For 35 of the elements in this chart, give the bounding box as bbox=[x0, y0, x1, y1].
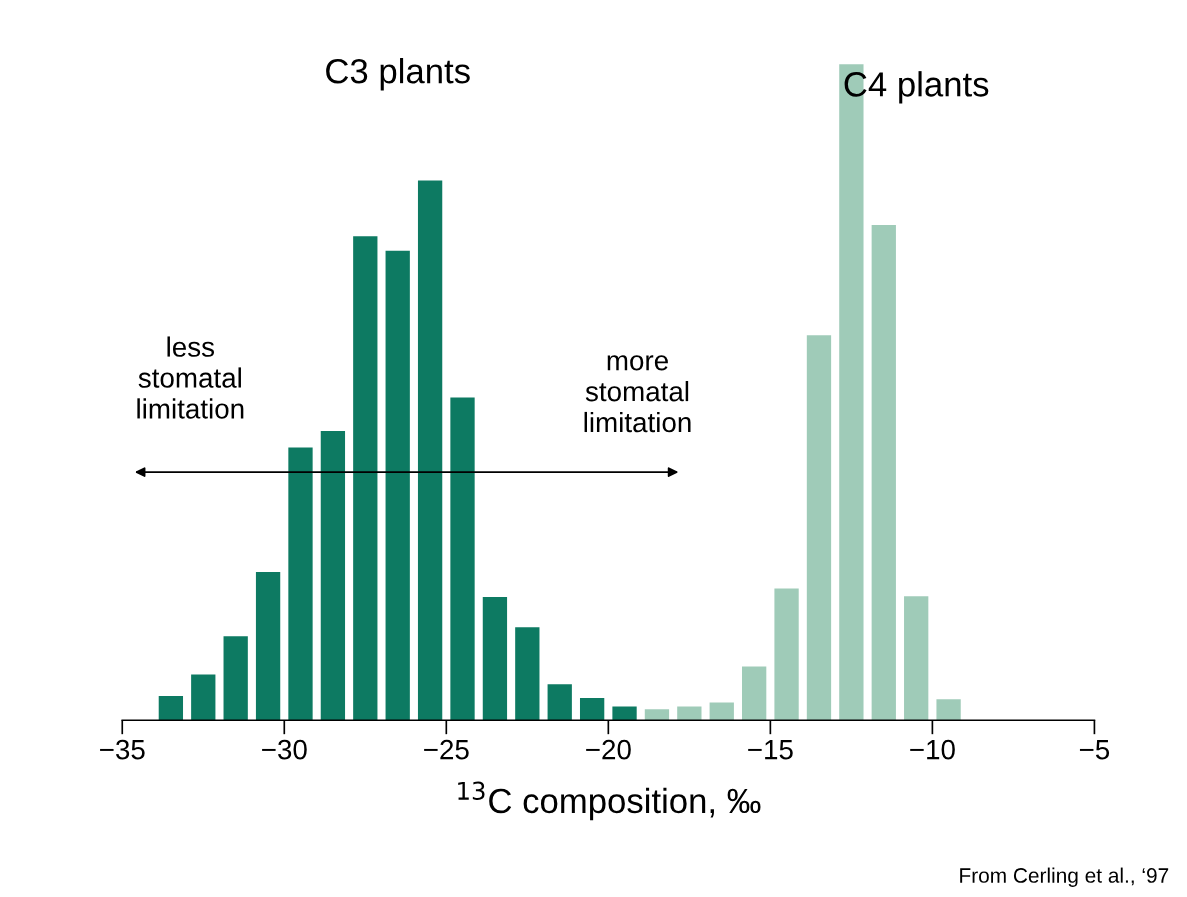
bar bbox=[579, 697, 605, 721]
bar bbox=[612, 706, 637, 721]
bar bbox=[353, 236, 378, 721]
x-tick-label: −25 bbox=[424, 739, 469, 760]
bar bbox=[774, 588, 799, 721]
bar bbox=[191, 674, 216, 721]
x-tick-label: −35 bbox=[100, 739, 145, 760]
bar bbox=[515, 627, 540, 721]
bar bbox=[677, 706, 702, 721]
bar bbox=[223, 636, 248, 721]
bar bbox=[806, 335, 832, 721]
bar bbox=[936, 699, 961, 721]
bar bbox=[288, 447, 313, 721]
bar bbox=[904, 596, 929, 721]
bar bbox=[482, 596, 508, 721]
x-tick-label: −15 bbox=[748, 740, 793, 760]
bar bbox=[742, 666, 767, 721]
x-tick-label: −20 bbox=[586, 739, 631, 760]
x-tick-label: −5 bbox=[1079, 740, 1110, 760]
x-axis-title: $^{13}$C composition, ‰ bbox=[458, 781, 761, 821]
x-tick-label: −30 bbox=[262, 739, 307, 760]
bar bbox=[547, 684, 572, 721]
bar bbox=[871, 225, 896, 721]
bar bbox=[255, 572, 281, 721]
annotation: less stomatal limitation bbox=[137, 336, 244, 419]
bar bbox=[417, 180, 443, 721]
annotation: more stomatal limitation bbox=[584, 355, 691, 433]
series-label: C4 plants bbox=[844, 71, 989, 104]
text: From Cerling et al., ‘97 bbox=[960, 867, 1169, 887]
text: C3 plants bbox=[326, 58, 470, 91]
bar bbox=[158, 696, 184, 721]
bar bbox=[320, 431, 346, 721]
x-tick-label: −10 bbox=[910, 739, 955, 760]
bar bbox=[385, 250, 410, 721]
bar bbox=[450, 397, 475, 721]
